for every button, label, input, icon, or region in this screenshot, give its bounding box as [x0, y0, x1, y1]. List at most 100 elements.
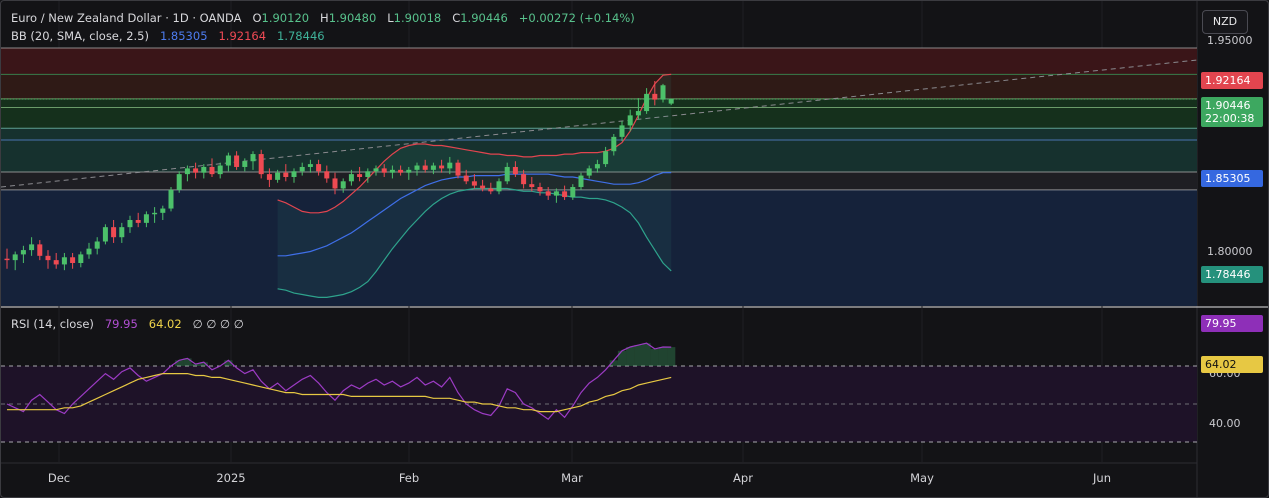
rsi-tick-2: 40.00 — [1209, 417, 1241, 430]
high-label: H — [320, 11, 329, 25]
candle-body — [480, 185, 486, 189]
candle-body — [86, 248, 92, 255]
low-label: L — [387, 11, 394, 25]
last-price-value: 1.90446 — [1205, 99, 1251, 112]
candle-body — [324, 171, 330, 179]
candle-body — [463, 175, 469, 182]
x-label-dec: Dec — [47, 471, 71, 485]
candle-body — [570, 187, 576, 198]
candle-body — [627, 115, 633, 126]
candle-body — [668, 98, 674, 104]
low-value: 1.90018 — [393, 11, 442, 25]
bb-lower-value: 1.78446 — [277, 29, 325, 43]
symbol-title: Euro / New Zealand Dollar · 1D · OANDA — [11, 11, 242, 25]
candle-body — [660, 85, 666, 100]
candle-body — [283, 172, 289, 177]
candle-body — [488, 188, 494, 192]
candle-body — [357, 174, 363, 177]
candle-body — [242, 161, 248, 167]
candle-body — [545, 191, 551, 196]
candle-body — [12, 254, 18, 261]
candle-body — [586, 168, 592, 176]
change-value: +0.00272 (+0.14%) — [518, 11, 635, 25]
candle-body — [209, 166, 215, 175]
symbol-legend: Euro / New Zealand Dollar · 1D · OANDA O… — [11, 11, 635, 25]
candle-body — [20, 250, 26, 255]
candle-body — [193, 168, 199, 173]
candle-body — [258, 154, 264, 175]
candle-body — [619, 125, 625, 137]
candle-body — [348, 174, 354, 182]
candle-body — [553, 191, 559, 196]
rsi-label: RSI (14, close) — [11, 317, 94, 331]
bb-upper-value: 1.92164 — [218, 29, 267, 43]
rsi-ma-line — [7, 373, 672, 413]
candle-body — [143, 214, 149, 223]
candle-body — [652, 93, 658, 100]
candle-body — [635, 111, 641, 116]
candle-body — [4, 258, 10, 261]
candle-body — [578, 175, 584, 188]
bar-countdown: 22:00:38 — [1205, 112, 1255, 125]
candle-body — [291, 171, 297, 177]
candle-body — [381, 168, 387, 173]
bb-legend[interactable]: BB (20, SMA, close, 2.5) 1.85305 1.92164… — [11, 29, 325, 43]
candle-body — [176, 174, 182, 190]
candle-body — [184, 168, 190, 175]
x-label-apr: Apr — [733, 471, 753, 485]
candle-body — [78, 254, 84, 263]
candle-body — [45, 255, 51, 261]
candle-body — [389, 169, 395, 173]
candle-body — [504, 166, 510, 182]
rsi-line — [6, 342, 672, 421]
candle-body — [127, 220, 133, 228]
candle-body — [562, 191, 568, 198]
candle-body — [111, 227, 117, 238]
candle-body — [119, 227, 125, 238]
candle-body — [439, 165, 445, 169]
price-zone-0 — [1, 48, 1197, 75]
candle-body — [266, 174, 272, 180]
candle-body — [422, 165, 428, 170]
close-value: 1.90446 — [460, 11, 508, 25]
candle-body — [70, 257, 76, 263]
candle-body — [152, 212, 158, 215]
candle-body — [225, 155, 231, 166]
candle-body — [307, 164, 313, 167]
candle-body — [594, 164, 600, 169]
candle-body — [217, 165, 223, 175]
x-label-2025: 2025 — [216, 471, 246, 485]
price-zone-1 — [1, 74, 1197, 99]
bb-basis-value: 1.85305 — [159, 29, 208, 43]
candle-body — [365, 171, 371, 177]
rsi-badge: 79.95 — [1201, 315, 1263, 332]
candle-body — [61, 257, 67, 265]
candle-body — [644, 93, 650, 112]
price-tick-1: 1.95000 — [1207, 34, 1253, 47]
candle-body — [430, 165, 436, 170]
rsi-ma-badge: 64.02 — [1201, 356, 1263, 373]
bb-lower-line — [277, 187, 672, 298]
candle-body — [94, 241, 100, 249]
candle-body — [611, 136, 617, 152]
open-value: 1.90120 — [261, 11, 310, 25]
currency-selector[interactable]: NZD — [1202, 10, 1248, 34]
rsi-band-fill — [1, 366, 1197, 442]
price-tick-2: 1.80000 — [1207, 245, 1253, 258]
basis-badge: 1.85305 — [1201, 170, 1263, 187]
last-price-badge: 1.90446 22:00:38 — [1201, 97, 1263, 127]
candle-body — [299, 166, 305, 172]
rsi-ma-value: 64.02 — [148, 317, 182, 331]
candle-body — [340, 181, 346, 189]
candle-body — [447, 162, 453, 169]
rsi-extras: ∅ ∅ ∅ ∅ — [192, 317, 244, 331]
candle-body — [471, 181, 477, 186]
rsi-legend[interactable]: RSI (14, close) 79.95 64.02 ∅ ∅ ∅ ∅ — [11, 317, 244, 331]
candle-body — [53, 260, 59, 265]
candle-body — [414, 165, 420, 170]
candle-body — [201, 166, 207, 173]
rsi-value: 79.95 — [104, 317, 138, 331]
candle-body — [406, 169, 412, 173]
